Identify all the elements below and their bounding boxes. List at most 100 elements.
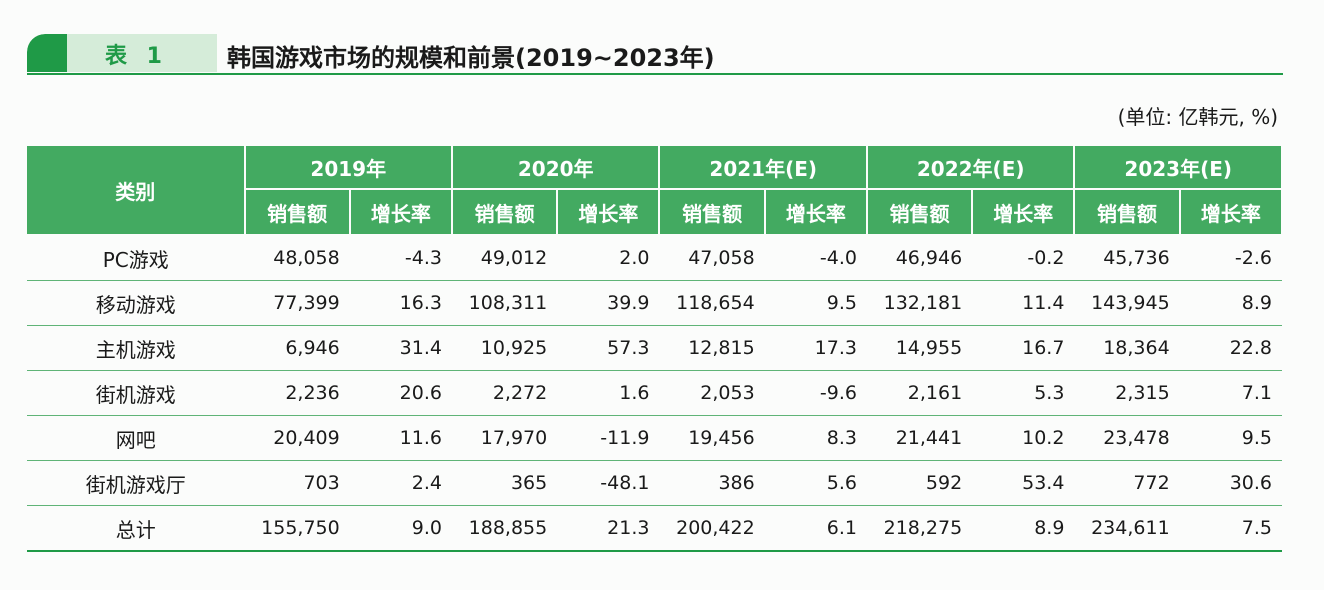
table-title-bar: 表 1 韩国游戏市场的规模和前景(2019~2023年) <box>27 34 1283 76</box>
growth-cell: 8.3 <box>764 415 867 461</box>
sales-cell: 108,311 <box>451 280 558 326</box>
growth-header: 增长率 <box>348 188 453 236</box>
growth-header: 增长率 <box>763 188 868 236</box>
sales-cell: 19,456 <box>659 415 765 461</box>
row-category: 总计 <box>27 505 245 552</box>
sales-cell: 77,399 <box>244 280 350 326</box>
growth-cell: 2.4 <box>349 460 452 506</box>
sales-cell: 20,409 <box>244 415 350 461</box>
sales-header: 销售额 <box>865 188 974 236</box>
row-category: 街机游戏 <box>27 370 245 416</box>
growth-header: 增长率 <box>1178 188 1284 236</box>
growth-cell: 5.3 <box>972 370 1075 416</box>
sales-header: 销售额 <box>658 188 766 236</box>
growth-cell: -2.6 <box>1179 235 1282 281</box>
sales-cell: 18,364 <box>1074 325 1180 371</box>
sales-cell: 200,422 <box>659 505 765 552</box>
growth-cell: -4.3 <box>349 235 452 281</box>
growth-cell: -0.2 <box>972 235 1075 281</box>
sales-cell: 6,946 <box>244 325 350 371</box>
growth-cell: 57.3 <box>557 325 660 371</box>
growth-cell: 8.9 <box>972 505 1075 552</box>
sales-cell: 21,441 <box>866 415 973 461</box>
header-row-years: 类别 2019年 2020年 2021年(E) 2022年(E) 2023年(E… <box>27 144 1283 236</box>
sales-cell: 132,181 <box>866 280 973 326</box>
growth-cell: 6.1 <box>764 505 867 552</box>
sales-cell: 14,955 <box>866 325 973 371</box>
badge-accent <box>27 34 67 72</box>
growth-cell: 2.0 <box>557 235 660 281</box>
header-row-metrics: 销售额 增长率 销售额 增长率 销售额 增长率 销售额 增长率 销售额 增长率 <box>27 188 1284 236</box>
growth-cell: 31.4 <box>349 325 452 371</box>
row-category: PC游戏 <box>27 235 245 281</box>
sales-cell: 49,012 <box>451 235 558 281</box>
year-header: 2020年 <box>450 144 661 190</box>
sales-cell: 592 <box>866 460 973 506</box>
sales-cell: 2,161 <box>866 370 973 416</box>
sales-header: 销售额 <box>1073 188 1181 236</box>
growth-cell: -4.0 <box>764 235 867 281</box>
table-row: 街机游戏厅 703 2.4 365 -48.1 386 5.6 592 53.4… <box>27 460 1282 506</box>
growth-cell: 11.4 <box>972 280 1075 326</box>
growth-cell: 8.9 <box>1179 280 1282 326</box>
table-row: 网吧 20,409 11.6 17,970 -11.9 19,456 8.3 2… <box>27 415 1282 461</box>
growth-cell: 53.4 <box>972 460 1075 506</box>
sales-cell: 17,970 <box>451 415 558 461</box>
category-header: 类别 <box>27 144 246 236</box>
row-category: 街机游戏厅 <box>27 460 245 506</box>
growth-cell: 10.2 <box>972 415 1075 461</box>
growth-cell: 9.0 <box>349 505 452 552</box>
year-header: 2022年(E) <box>865 144 1076 190</box>
sales-cell: 2,315 <box>1074 370 1180 416</box>
growth-cell: 5.6 <box>764 460 867 506</box>
title-underline <box>27 73 1283 75</box>
growth-cell: 16.7 <box>972 325 1075 371</box>
market-size-table: 类别 2019年 2020年 2021年(E) 2022年(E) 2023年(E… <box>27 144 1284 552</box>
growth-cell: 30.6 <box>1179 460 1282 506</box>
sales-cell: 23,478 <box>1074 415 1180 461</box>
growth-cell: 21.3 <box>557 505 660 552</box>
table-title: 韩国游戏市场的规模和前景(2019~2023年) <box>227 44 715 72</box>
year-header: 2021年(E) <box>658 144 868 190</box>
table-number: 表 1 <box>105 44 168 69</box>
growth-cell: 11.6 <box>349 415 452 461</box>
growth-cell: 17.3 <box>764 325 867 371</box>
sales-cell: 218,275 <box>866 505 973 552</box>
growth-cell: 22.8 <box>1179 325 1282 371</box>
sales-cell: 386 <box>659 460 765 506</box>
growth-cell: 9.5 <box>764 280 867 326</box>
sales-cell: 2,053 <box>659 370 765 416</box>
table-row: 主机游戏 6,946 31.4 10,925 57.3 12,815 17.3 … <box>27 325 1282 371</box>
sales-cell: 48,058 <box>244 235 350 281</box>
sales-cell: 188,855 <box>451 505 558 552</box>
sales-cell: 2,272 <box>451 370 558 416</box>
sales-cell: 45,736 <box>1074 235 1180 281</box>
sales-cell: 365 <box>451 460 558 506</box>
sales-cell: 46,946 <box>866 235 973 281</box>
unit-note: (单位: 亿韩元, %) <box>1117 105 1278 129</box>
growth-header: 增长率 <box>971 188 1076 236</box>
sales-cell: 118,654 <box>659 280 765 326</box>
table-row: PC游戏 48,058 -4.3 49,012 2.0 47,058 -4.0 … <box>27 235 1282 281</box>
year-header: 2019年 <box>243 144 453 190</box>
row-category: 主机游戏 <box>27 325 245 371</box>
sales-cell: 2,236 <box>244 370 350 416</box>
growth-cell: 7.1 <box>1179 370 1282 416</box>
sales-header: 销售额 <box>243 188 351 236</box>
growth-cell: -48.1 <box>557 460 660 506</box>
growth-cell: 1.6 <box>557 370 660 416</box>
growth-cell: 16.3 <box>349 280 452 326</box>
sales-cell: 12,815 <box>659 325 765 371</box>
table-row-total: 总计 155,750 9.0 188,855 21.3 200,422 6.1 … <box>27 505 1282 552</box>
sales-cell: 155,750 <box>244 505 350 552</box>
sales-cell: 703 <box>244 460 350 506</box>
table-row: 街机游戏 2,236 20.6 2,272 1.6 2,053 -9.6 2,1… <box>27 370 1282 416</box>
growth-cell: -9.6 <box>764 370 867 416</box>
growth-cell: 7.5 <box>1179 505 1282 552</box>
year-header: 2023年(E) <box>1073 144 1283 190</box>
growth-cell: 39.9 <box>557 280 660 326</box>
sales-cell: 47,058 <box>659 235 765 281</box>
sales-cell: 10,925 <box>451 325 558 371</box>
sales-cell: 772 <box>1074 460 1180 506</box>
